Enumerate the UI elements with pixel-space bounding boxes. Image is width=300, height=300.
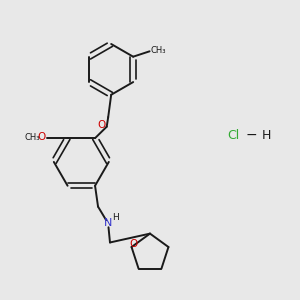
- Text: H: H: [262, 129, 271, 142]
- Text: H: H: [112, 213, 118, 222]
- Text: O: O: [129, 239, 137, 249]
- Text: O: O: [97, 120, 106, 130]
- Text: N: N: [104, 218, 113, 228]
- Text: Cl: Cl: [228, 129, 240, 142]
- Text: CH₃: CH₃: [151, 46, 166, 55]
- Text: −: −: [246, 128, 257, 142]
- Text: CH₃: CH₃: [25, 133, 40, 142]
- Text: O: O: [37, 132, 45, 142]
